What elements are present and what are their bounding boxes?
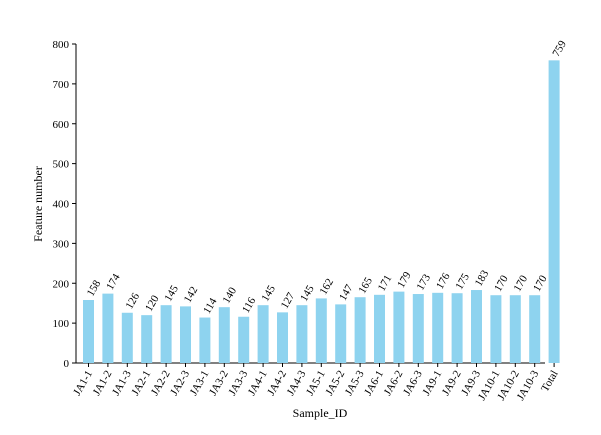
- bar: [509, 295, 521, 363]
- bar-value-label: 140: [221, 285, 240, 306]
- x-axis-title: Sample_ID: [293, 406, 348, 420]
- bar: [160, 305, 172, 363]
- bar-value-label: 145: [259, 283, 278, 304]
- bar: [529, 295, 541, 363]
- bar: [393, 291, 405, 363]
- bar-value-label: 145: [298, 283, 317, 304]
- bar-value-label: 147: [337, 282, 356, 303]
- bar: [354, 297, 366, 363]
- y-tick-label: 500: [53, 159, 70, 171]
- bar: [335, 304, 347, 363]
- bar-value-label: 170: [531, 273, 550, 294]
- bar-value-label: 126: [124, 291, 143, 312]
- bar: [412, 294, 424, 363]
- y-tick-label: 600: [53, 119, 70, 131]
- bar: [257, 305, 269, 363]
- bar-value-label: 759: [550, 38, 569, 59]
- y-tick-label: 100: [53, 318, 70, 330]
- bar-value-label: 162: [318, 277, 337, 297]
- bar-value-label: 165: [356, 275, 375, 296]
- bar-value-label: 116: [240, 295, 259, 315]
- bar: [83, 299, 94, 363]
- bar: [548, 60, 560, 363]
- bar-value-label: 170: [492, 273, 511, 294]
- bar: [121, 312, 133, 363]
- y-tick-label: 0: [64, 358, 70, 370]
- bar: [432, 292, 444, 363]
- bar-value-label: 127: [279, 290, 298, 311]
- bar: [102, 293, 114, 363]
- bar-value-label: 175: [453, 271, 472, 292]
- bar: [141, 315, 153, 363]
- bar: [218, 307, 230, 363]
- y-tick-label: 700: [53, 79, 70, 91]
- bar: [199, 317, 211, 363]
- bar-value-label: 179: [395, 269, 414, 290]
- bar-value-label: 173: [415, 272, 434, 293]
- bar: [277, 312, 288, 363]
- y-tick-label: 200: [53, 278, 70, 290]
- bar: [471, 290, 482, 363]
- bar: [296, 305, 308, 363]
- bar: [180, 306, 191, 363]
- bar: [374, 294, 385, 363]
- bar-value-label: 171: [376, 273, 395, 293]
- bar-value-label: 170: [512, 273, 531, 294]
- bar: [490, 295, 502, 363]
- bar-value-label: 158: [85, 278, 104, 299]
- y-tick-labels: 0 100 200 300 400 500 600 700 800: [53, 39, 70, 370]
- bar: [238, 316, 250, 363]
- x-tick-label: Total: [539, 369, 561, 394]
- y-tick-label: 300: [53, 238, 70, 250]
- bar-value-label: 145: [162, 283, 181, 304]
- axes: [72, 43, 555, 367]
- bar: [451, 293, 463, 363]
- bar-value-label: 120: [143, 293, 162, 314]
- y-tick-label: 800: [53, 39, 70, 51]
- y-axis-title: Feature number: [31, 166, 45, 242]
- bars: [83, 60, 560, 363]
- bar-value-label: 176: [434, 271, 453, 292]
- bar-value-label: 114: [201, 296, 220, 316]
- bar-value-label: 174: [104, 271, 123, 292]
- bar-value-label: 142: [182, 285, 201, 305]
- bar: [315, 298, 327, 363]
- bar-value-label: 183: [473, 268, 492, 289]
- y-tick-label: 400: [53, 199, 70, 211]
- x-tick-labels: JA1-1JA1-2JA1-3JA2-1JA2-2JA2-3JA3-1JA3-2…: [71, 368, 560, 402]
